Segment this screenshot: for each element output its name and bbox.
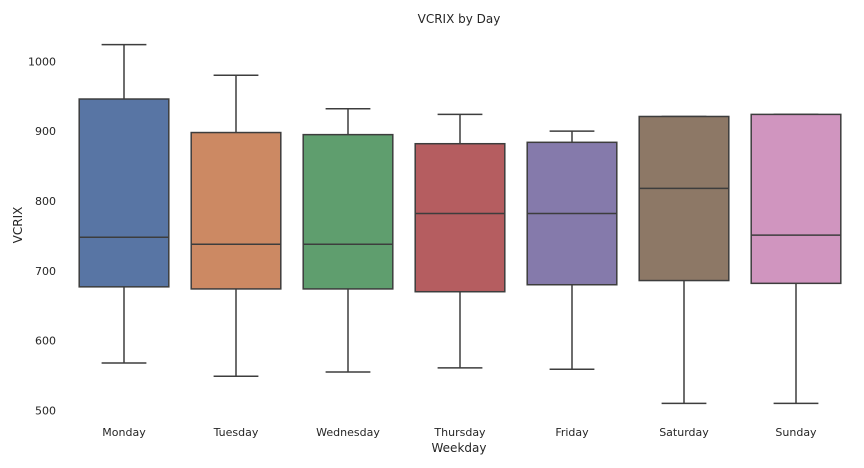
x-tick-label: Friday — [555, 426, 589, 439]
box-tuesday — [190, 74, 282, 377]
y-axis-ticks: 500 600 700 800 900 1000 — [28, 55, 56, 417]
y-tick-label: 1000 — [28, 55, 56, 68]
iqr-box — [190, 131, 282, 290]
chart-title: VCRIX by Day — [418, 12, 501, 26]
x-tick-label: Sunday — [775, 426, 817, 439]
iqr-box — [414, 142, 506, 293]
y-tick-label: 800 — [35, 195, 56, 208]
iqr-box — [302, 133, 394, 290]
x-tick-label: Thursday — [433, 426, 486, 439]
x-tick-label: Saturday — [659, 426, 709, 439]
box-wednesday — [302, 108, 394, 373]
iqr-box — [638, 115, 730, 282]
x-tick-label: Monday — [102, 426, 146, 439]
y-axis-title: VCRIX — [11, 207, 25, 244]
box-thursday — [414, 113, 506, 369]
iqr-box — [750, 113, 842, 285]
x-tick-label: Wednesday — [316, 426, 380, 439]
box-monday — [78, 43, 170, 364]
y-tick-label: 600 — [35, 335, 56, 348]
y-tick-label: 700 — [35, 265, 56, 278]
x-axis-ticks: Monday Tuesday Wednesday Thursday Friday Satu… — [102, 426, 817, 439]
x-tick-label: Tuesday — [213, 426, 259, 439]
box-friday — [526, 130, 618, 370]
x-axis-title: Weekday — [432, 441, 487, 455]
y-tick-label: 500 — [35, 404, 56, 417]
box-saturday — [638, 115, 730, 405]
box-sunday — [750, 113, 842, 405]
y-tick-label: 900 — [35, 125, 56, 138]
iqr-box — [78, 98, 170, 288]
box-group — [78, 43, 842, 405]
